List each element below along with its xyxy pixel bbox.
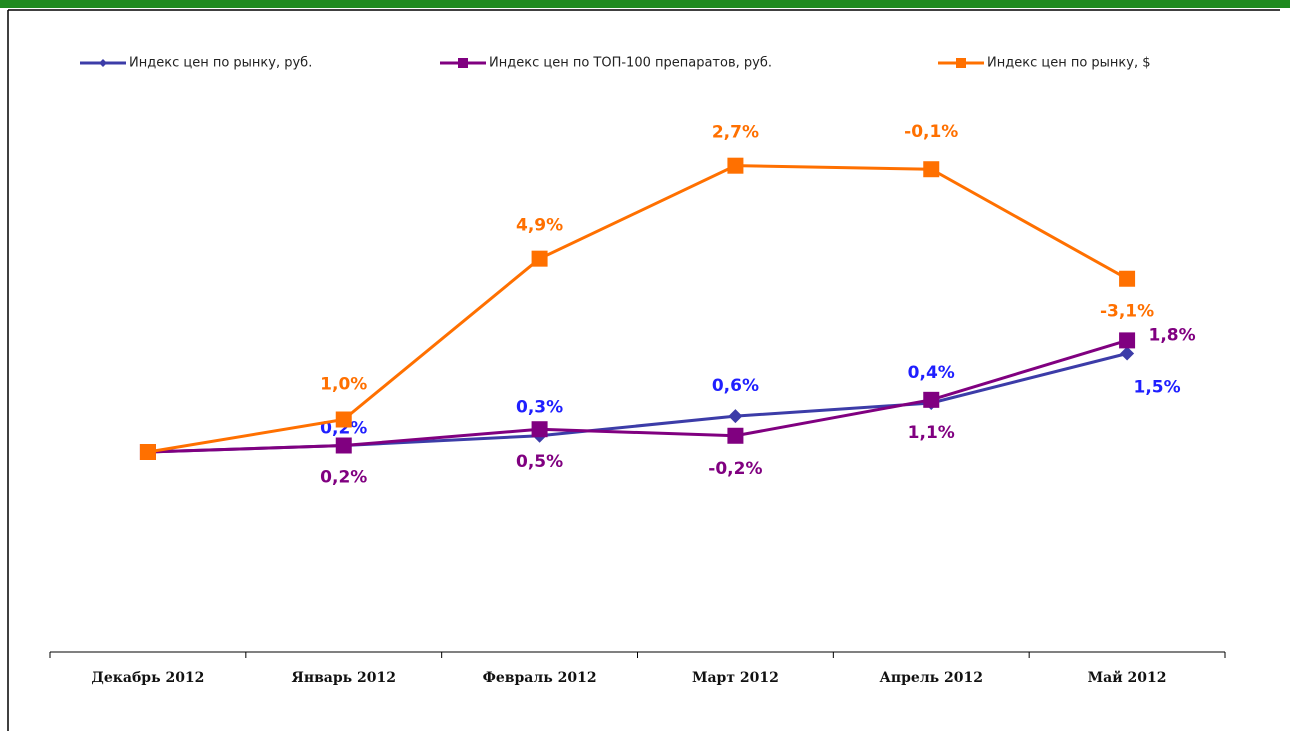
marker	[1119, 270, 1136, 287]
data-label: 2,7%	[712, 123, 759, 143]
data-label: -0,1%	[904, 122, 958, 142]
marker	[335, 411, 352, 428]
marker	[335, 437, 352, 454]
data-label: 1,5%	[1134, 378, 1181, 398]
marker	[728, 409, 743, 424]
marker	[1119, 332, 1136, 349]
x-tick-label: Апрель 2012	[879, 670, 983, 686]
legend-label: Индекс цен по рынку, руб.	[129, 56, 312, 71]
data-label: 1,1%	[908, 423, 955, 443]
top-bar	[0, 0, 1290, 8]
marker	[923, 391, 940, 408]
data-label: 0,2%	[320, 468, 367, 488]
series-line	[147, 164, 1128, 454]
x-tick-label: Январь 2012	[291, 670, 396, 686]
data-label: -3,1%	[1100, 302, 1154, 322]
data-label: 0,2%	[320, 419, 367, 439]
legend-marker	[458, 58, 468, 68]
data-label: 0,5%	[516, 452, 563, 472]
series-line	[147, 338, 1128, 454]
marker	[531, 421, 548, 438]
data-label: 0,3%	[516, 398, 563, 418]
marker	[139, 444, 156, 460]
data-label: 1,0%	[320, 375, 367, 395]
legend-label: Индекс цен по рынку, $	[987, 56, 1151, 71]
x-tick-label: Март 2012	[692, 670, 779, 686]
data-label: 0,4%	[908, 363, 955, 383]
data-label: -0,2%	[708, 459, 762, 479]
legend-marker	[99, 59, 107, 67]
marker	[531, 250, 548, 267]
data-label: 0,6%	[712, 376, 759, 396]
x-tick-label: Май 2012	[1088, 669, 1167, 686]
legend-marker	[956, 58, 966, 68]
data-label: 4,9%	[516, 216, 563, 236]
legend-label: Индекс цен по ТОП-100 препаратов, руб.	[489, 56, 772, 71]
marker	[727, 157, 744, 174]
data-label: 1,8%	[1149, 325, 1196, 345]
marker	[1120, 346, 1135, 361]
marker	[923, 161, 940, 178]
x-tick-label: Декабрь 2012	[91, 670, 204, 686]
marker	[727, 427, 744, 444]
series-line	[147, 352, 1128, 454]
x-tick-label: Февраль 2012	[483, 670, 597, 686]
